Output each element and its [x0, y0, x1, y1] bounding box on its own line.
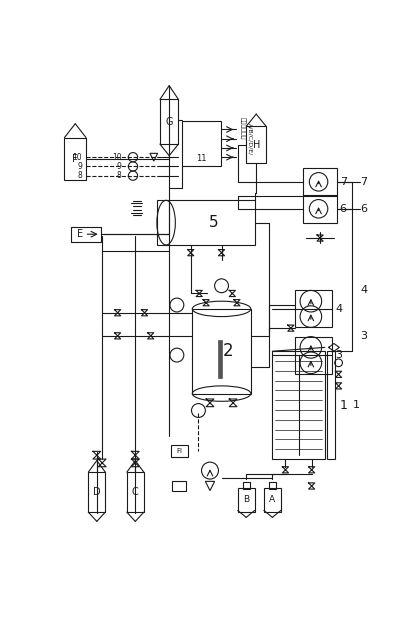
Text: 2: 2 — [222, 342, 233, 360]
Text: A/B/C/D/E/: A/B/C/D/E/ — [247, 123, 252, 155]
Text: 5: 5 — [209, 215, 219, 230]
Text: 8: 8 — [117, 171, 121, 180]
Bar — [295, 291, 333, 328]
Text: 离子膜电解槽: 离子膜电解槽 — [240, 117, 245, 139]
Bar — [157, 201, 256, 245]
Text: 6: 6 — [360, 204, 367, 213]
Bar — [269, 482, 276, 489]
Text: FI: FI — [176, 449, 182, 454]
Text: 3: 3 — [335, 350, 342, 360]
Text: 4: 4 — [335, 304, 342, 314]
Text: 4: 4 — [360, 284, 367, 295]
Bar — [327, 351, 335, 459]
Text: A: A — [269, 495, 275, 504]
Bar — [127, 472, 144, 512]
Bar — [171, 445, 188, 457]
Text: E: E — [77, 229, 83, 239]
Bar — [192, 309, 251, 394]
Text: C: C — [132, 487, 139, 497]
Text: D: D — [93, 487, 101, 497]
Text: 10: 10 — [112, 152, 121, 162]
Text: 9: 9 — [77, 162, 82, 171]
Text: 7: 7 — [339, 177, 347, 187]
Bar — [243, 482, 249, 489]
Text: 6: 6 — [340, 204, 347, 213]
Text: 7: 7 — [360, 177, 367, 187]
Bar — [272, 351, 325, 459]
Text: 1: 1 — [353, 400, 360, 410]
Text: 8: 8 — [77, 171, 82, 180]
Bar — [238, 487, 255, 512]
Bar — [264, 487, 281, 512]
Text: 3: 3 — [360, 331, 367, 341]
Bar — [160, 99, 178, 144]
Text: 10: 10 — [72, 152, 82, 162]
Text: 9: 9 — [117, 162, 121, 171]
Bar — [172, 481, 186, 491]
Bar — [303, 195, 337, 223]
Bar — [65, 138, 86, 180]
Text: 11: 11 — [196, 154, 207, 164]
Bar — [88, 472, 105, 512]
Text: F: F — [72, 154, 78, 164]
Text: B: B — [243, 495, 249, 504]
Bar — [246, 126, 266, 164]
Bar — [72, 226, 101, 242]
Bar — [218, 340, 222, 378]
Text: G: G — [165, 117, 173, 126]
Bar — [182, 121, 221, 166]
Text: H: H — [252, 140, 260, 150]
Bar — [303, 168, 337, 196]
Bar — [295, 337, 333, 373]
Text: 1: 1 — [340, 399, 348, 412]
